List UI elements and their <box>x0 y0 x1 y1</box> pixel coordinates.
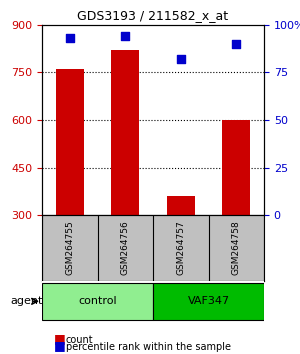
Bar <box>167 196 195 215</box>
Bar <box>56 69 84 215</box>
Text: GSM264757: GSM264757 <box>176 221 185 275</box>
Text: ■: ■ <box>54 332 66 345</box>
FancyBboxPatch shape <box>153 282 264 320</box>
Bar <box>222 120 250 215</box>
FancyBboxPatch shape <box>42 282 153 320</box>
Title: GDS3193 / 211582_x_at: GDS3193 / 211582_x_at <box>77 9 229 22</box>
Text: ■: ■ <box>54 339 66 352</box>
Text: GSM264758: GSM264758 <box>232 221 241 275</box>
Text: GSM264755: GSM264755 <box>65 221 74 275</box>
Text: GSM264756: GSM264756 <box>121 221 130 275</box>
Point <box>178 56 183 62</box>
Point <box>123 33 128 39</box>
Bar <box>111 50 139 215</box>
Text: count: count <box>66 335 94 345</box>
Text: percentile rank within the sample: percentile rank within the sample <box>66 342 231 352</box>
Text: agent: agent <box>11 296 43 306</box>
Text: control: control <box>78 296 117 306</box>
Text: VAF347: VAF347 <box>188 296 230 306</box>
Point <box>67 35 72 41</box>
Point <box>234 41 239 47</box>
